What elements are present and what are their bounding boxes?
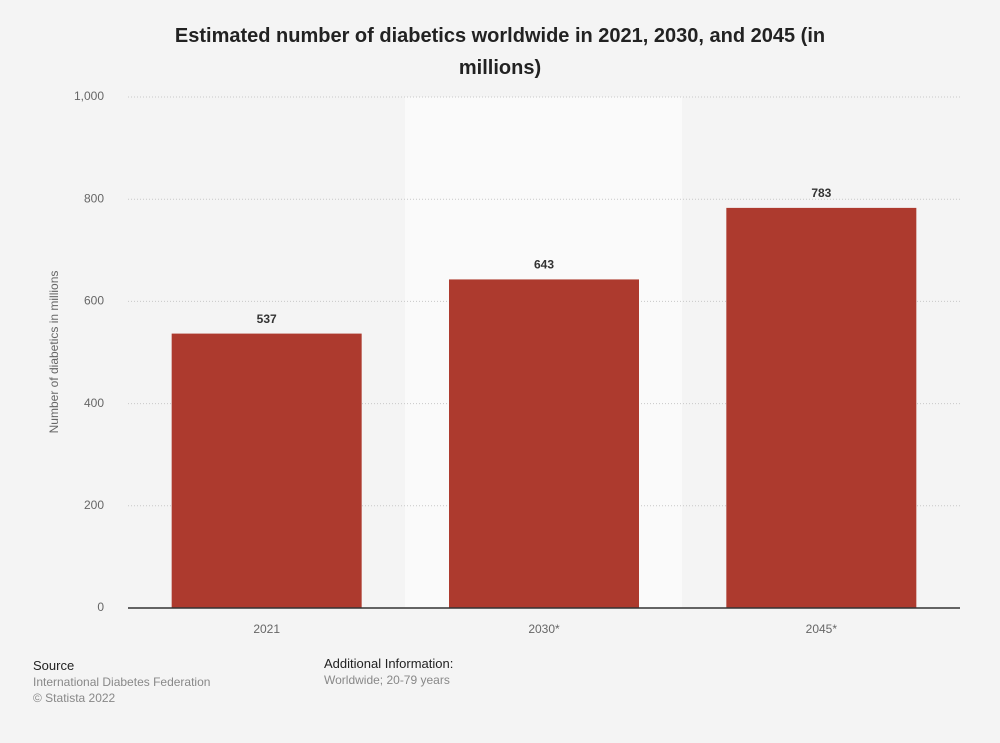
- x-tick-label: 2030*: [528, 622, 560, 636]
- data-label: 643: [534, 258, 554, 272]
- chart-title: Estimated number of diabetics worldwide …: [174, 25, 826, 79]
- y-axis-label: Number of diabetics in millions: [47, 271, 61, 434]
- bar: [726, 207, 917, 608]
- info: Worldwide; 20-79 years: [324, 673, 450, 687]
- source: International Diabetes Federation: [33, 675, 211, 689]
- y-tick-label: 1,000: [74, 89, 104, 103]
- data-label: 783: [811, 186, 831, 200]
- y-tick-label: 0: [97, 600, 104, 614]
- info-block: Additional Information: Worldwide; 20-79…: [324, 656, 453, 688]
- bar: [171, 333, 362, 608]
- source-block: Source International Diabetes Federation…: [33, 658, 210, 706]
- bar: [449, 279, 639, 608]
- y-tick-label: 200: [84, 498, 104, 512]
- y-tick-label: 400: [84, 396, 104, 410]
- x-tick-label: 2045*: [806, 622, 838, 636]
- copyright: © Statista 2022: [33, 691, 116, 705]
- x-tick-label: 2021: [253, 622, 280, 636]
- y-tick-label: 800: [84, 191, 104, 205]
- info-title: Additional Information:: [324, 656, 454, 671]
- data-label: 537: [257, 312, 277, 326]
- y-tick-label: 600: [84, 294, 104, 308]
- source-title: Source: [33, 658, 75, 673]
